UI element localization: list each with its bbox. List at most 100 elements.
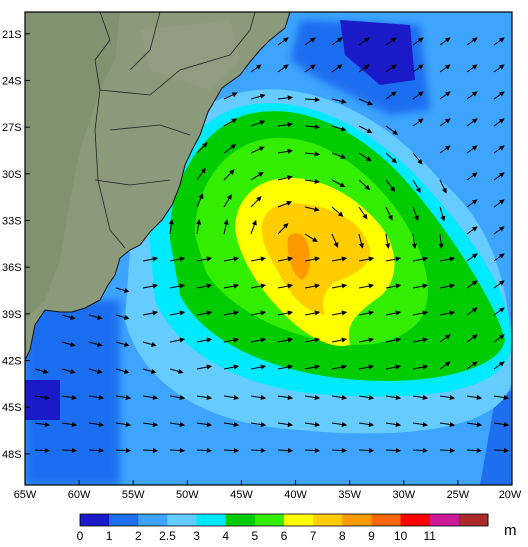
wave-arrow-head — [368, 447, 375, 454]
wave-arrow-head — [196, 219, 202, 225]
colorbar-label: 7 — [310, 529, 317, 543]
wave-arrow-head — [471, 226, 478, 232]
wave-arrow-head — [471, 172, 478, 178]
wave-arrow-head — [444, 334, 451, 340]
wave-arrow-head — [498, 307, 505, 313]
wave-arrow-head — [179, 447, 186, 454]
wave-arrow-head — [395, 421, 402, 428]
wave-arrow-head — [69, 314, 76, 320]
wave-arrow-head — [125, 421, 132, 428]
wave-arrow-head — [123, 341, 130, 347]
wave-arrow-head — [287, 394, 294, 401]
wave-arrow-head — [206, 283, 213, 289]
wave-arrow-head — [152, 256, 159, 262]
wave-arrow-head — [438, 243, 444, 250]
wave-arrow-head — [422, 310, 429, 316]
wave-arrow-head — [287, 310, 294, 316]
colorbar: 0 1 2 2.5 3 4 5 6 7 8 9 10 11 — [77, 513, 489, 543]
wave-arrow-head — [498, 118, 505, 124]
wave-arrow-head — [442, 187, 447, 194]
wave-arrow-head — [363, 64, 370, 70]
wave-arrow-head — [150, 368, 157, 374]
wave-arrow-head — [476, 447, 483, 454]
wave-arrow-head — [96, 314, 103, 320]
lat-tick-label: 39S — [2, 309, 22, 321]
wave-arrow-head — [341, 364, 348, 370]
wave-arrow-head — [415, 187, 421, 194]
wave-arrow-head — [125, 447, 132, 454]
wave-arrow-head — [260, 337, 267, 343]
wave-arrow-head — [98, 394, 105, 401]
wave-arrow-head — [287, 364, 294, 370]
lon-tick-label: 25W — [447, 489, 470, 501]
wave-arrow-head — [449, 421, 456, 428]
wave-arrow-head — [98, 421, 105, 428]
wave-arrow-head — [368, 394, 375, 401]
wave-arrow-head — [200, 167, 206, 174]
wave-arrow-head — [341, 256, 348, 262]
wave-arrow-head — [233, 283, 240, 289]
wave-arrow-head — [449, 447, 456, 454]
wave-arrow-head — [449, 283, 456, 289]
map-frame — [24, 11, 513, 486]
wave-arrow-head — [498, 145, 505, 151]
wave-field — [25, 12, 512, 485]
wave-arrow-head — [314, 97, 321, 103]
wave-arrow-head — [367, 100, 373, 106]
wave-arrow-head — [152, 447, 159, 454]
wave-arrow-head — [368, 337, 375, 343]
wave-arrow-head — [309, 64, 316, 70]
lat-tick-label: 33S — [2, 215, 22, 227]
wave-arrow-head — [449, 310, 456, 316]
wave-arrow-head — [223, 219, 229, 225]
wave-arrow-head — [395, 337, 402, 343]
wave-arrow-head — [471, 361, 478, 367]
wave-arrow-head — [71, 421, 78, 428]
wave-arrow-head — [258, 171, 264, 177]
lon-tick-label: 20W — [499, 489, 522, 501]
wave-arrow-head — [230, 144, 237, 150]
wave-arrow-head — [206, 421, 213, 428]
wave-arrow-head — [233, 256, 240, 262]
lat-tick-label: 42S — [2, 356, 22, 368]
contour-8m — [287, 233, 310, 280]
wave-arrow-head — [476, 421, 483, 428]
wave-arrow-head — [251, 219, 257, 226]
wave-arrow-head — [42, 368, 49, 374]
wave-arrow-head — [179, 337, 186, 343]
wave-arrow-head — [395, 256, 402, 262]
wave-arrow-head — [44, 421, 51, 428]
wave-arrow-head — [395, 364, 402, 370]
wave-arrow-head — [368, 421, 375, 428]
wave-arrow-head — [202, 142, 208, 148]
wave-arrow-head — [395, 310, 402, 316]
wave-arrow-head — [336, 64, 343, 70]
colorbar-label: 1 — [106, 529, 113, 543]
wave-arrow-head — [44, 394, 51, 401]
wave-arrow-head — [471, 199, 478, 205]
colorbar-label: 2 — [135, 529, 142, 543]
wave-arrow-head — [259, 93, 266, 99]
wave-arrow-head — [287, 447, 294, 454]
wave-arrow-head — [314, 283, 321, 289]
lon-tick-label: 40W — [284, 489, 307, 501]
wave-arrow-head — [282, 222, 289, 229]
lat-tick-label: 48S — [2, 449, 22, 461]
wave-arrow-head — [286, 201, 293, 206]
wave-arrow-head — [363, 37, 370, 43]
wave-arrow-head — [333, 242, 339, 248]
wave-arrow-head — [206, 256, 213, 262]
wave-arrow-head — [206, 364, 213, 370]
wave-arrow-head — [391, 157, 398, 164]
wave-arrow-head — [444, 37, 451, 43]
colorbar-swatch — [196, 514, 227, 526]
wave-arrow-head — [233, 364, 240, 370]
colorbar-swatch — [313, 514, 343, 526]
wave-arrow-head — [256, 196, 262, 202]
wave-arrow-head — [44, 447, 51, 454]
wave-arrow-head — [476, 394, 483, 401]
wave-arrow-head — [498, 253, 505, 259]
wave-arrow-head — [96, 341, 103, 347]
terrain-shade-west — [25, 12, 120, 320]
